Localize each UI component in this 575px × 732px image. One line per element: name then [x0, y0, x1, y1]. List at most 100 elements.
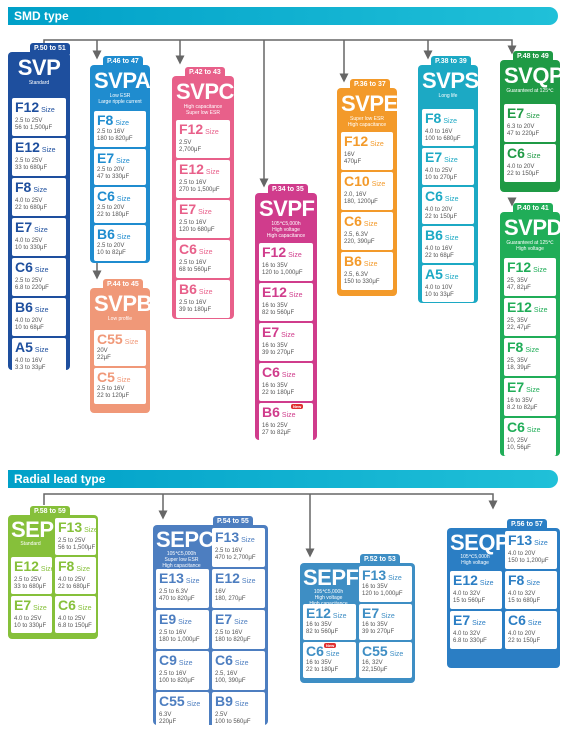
size-card-sepf-c6[interactable]: C6 Size 16 to 35V 22 to 180μF	[303, 642, 356, 678]
size-card-svp-e12[interactable]: E12 Size 2.5 to 25V 33 to 680μF	[12, 138, 66, 176]
size-card-sepc-e7[interactable]: E7 Size 2.5 to 16V 180 to 820μF	[212, 610, 265, 649]
size-card-sepc-c55[interactable]: C55 Size 6.3V 220μF	[156, 692, 209, 731]
size-card-sepc-e9[interactable]: E9 Size 2.5 to 16V 180 to 1,000μF	[156, 610, 209, 649]
size-word: Size	[533, 267, 547, 274]
page-reference-seqp[interactable]: P.56 to 57	[507, 519, 547, 530]
size-card-svp-f12[interactable]: F12 Size 2.5 to 25V 56 to 1,500μF	[12, 98, 66, 136]
size-card-sepf-f13[interactable]: F13 Size 16 to 35V 120 to 1,000μF	[359, 566, 412, 602]
size-card-svpb-c55[interactable]: C55 Size 20V 22μF	[94, 330, 146, 366]
size-card-svpd-e7[interactable]: E7 Size 16 to 35V 8.2 to 82μF	[504, 378, 556, 416]
size-card-sepc-f13[interactable]: F13 Size 2.5 to 16V 470 to 2,700μF	[212, 528, 265, 567]
size-card-svpd-e12[interactable]: E12 Size 25, 35V 22, 47μF	[504, 298, 556, 336]
size-card-sep-f8[interactable]: F8 Size 4.0 to 25V 22 to 680μF	[55, 557, 96, 594]
size-card-svpe-b6[interactable]: B6 Size 2.5, 6.3V 150 to 330μF	[341, 252, 393, 290]
size-code: C55 Size	[159, 693, 201, 709]
size-card-svpf-b6[interactable]: B6 Size 16 to 25V 27 to 82μF	[259, 403, 313, 441]
size-card-svp-c6[interactable]: C6 Size 2.5 to 25V 6.8 to 220μF	[12, 258, 66, 296]
size-word: Size	[84, 527, 98, 534]
page-reference-svpb[interactable]: P.44 to 45	[103, 279, 143, 290]
page-reference-svp[interactable]: P.50 to 51	[30, 43, 70, 54]
size-card-sepc-c9[interactable]: C9 Size 2.5 to 16V 100 to 820μF	[156, 651, 209, 690]
size-card-svpd-f8[interactable]: F8 Size 25, 35V 18, 39μF	[504, 338, 556, 376]
size-card-svpa-c6[interactable]: C6 Size 2.5 to 20V 22 to 180μF	[94, 187, 146, 223]
size-card-svpf-c6[interactable]: C6 Size 16 to 35V 22 to 180μF	[259, 363, 313, 401]
size-word: Size	[124, 339, 139, 346]
family-name-svp: SVP	[17, 55, 61, 80]
size-spec: 25, 35V 47, 82μF	[507, 278, 531, 291]
size-code: C6 Size	[507, 419, 541, 435]
size-card-svps-e7[interactable]: E7 Size 4.0 to 25V 10 to 270μF	[422, 148, 474, 185]
size-card-svps-a5[interactable]: A5 Size 4.0 to 10V 10 to 33μF	[422, 265, 474, 302]
size-card-sep-e12[interactable]: E12 Size 2.5 to 25V 33 to 680μF	[11, 557, 55, 594]
size-spec: 4.0 to 20V 22 to 150μF	[508, 631, 541, 644]
size-spec: 2.0, 16V 180, 1200μF	[344, 192, 378, 205]
page-reference-svpd[interactable]: P.40 to 41	[513, 203, 553, 214]
size-card-svp-f8[interactable]: F8 Size 4.0 to 25V 22 to 680μF	[12, 178, 66, 216]
page-reference-svpf[interactable]: P.34 to 35	[268, 184, 308, 195]
size-card-svpd-f12[interactable]: F12 Size 25, 35V 47, 82μF	[504, 258, 556, 296]
size-card-svpb-c5[interactable]: C5 Size 2.5 to 16V 22 to 120μF	[94, 368, 146, 404]
size-card-seqp-c6[interactable]: C6 Size 4.0 to 20V 22 to 150μF	[505, 611, 557, 649]
size-card-seqp-f13[interactable]: F13 Size 4.0 to 20V 150 to 1,200μF	[505, 531, 557, 569]
size-card-svpe-f12[interactable]: F12 Size 16V 470μF	[341, 132, 393, 170]
family-desc-sep: Standard	[20, 541, 41, 547]
size-card-svpf-e7[interactable]: E7 Size 16 to 35V 39 to 270μF	[259, 323, 313, 361]
size-card-seqp-e12[interactable]: E12 Size 4.0 to 32V 15 to 560μF	[450, 571, 502, 609]
size-card-sep-c6[interactable]: C6 Size 4.0 to 25V 6.8 to 150μF	[55, 596, 96, 633]
size-card-sepc-b9[interactable]: B9 Size 2.5V 100 to 560μF	[212, 692, 265, 731]
size-card-svqp-c6[interactable]: C6 Size 4.0 to 20V 22 to 150μF	[504, 144, 556, 182]
size-word: Size	[389, 651, 404, 658]
family-svpd: P.40 to 41 SVPD Guaranteed at 125℃ High vo…	[500, 203, 562, 456]
page-reference-svpe[interactable]: P.36 to 37	[350, 79, 390, 90]
size-card-svpc-f12[interactable]: F12 Size 2.5V 2,700μF	[176, 120, 230, 158]
size-spec: 2.5 to 20V 22 to 180μF	[97, 205, 130, 218]
size-card-sepf-e7[interactable]: E7 Size 16 to 35V 39 to 270μF	[359, 604, 412, 640]
size-card-seqp-f8[interactable]: F8 Size 4.0 to 32V 15 to 680μF	[505, 571, 557, 609]
size-spec: 2.5 to 25V 56 to 1,500μF	[15, 118, 53, 131]
size-card-sepc-e12[interactable]: E12 Size 16V 180, 270μF	[212, 569, 265, 608]
page-reference-svps[interactable]: P.38 to 39	[431, 56, 471, 67]
size-card-sep-e7[interactable]: E7 Size 4.0 to 25V 10 to 330μF	[11, 596, 52, 633]
size-card-svps-f8[interactable]: F8 Size 4.0 to 16V 100 to 680μF	[422, 109, 474, 146]
page-reference-sepf[interactable]: P.52 to 53	[360, 554, 400, 565]
size-card-svp-b6[interactable]: B6 Size 4.0 to 20V 10 to 68μF	[12, 298, 66, 336]
size-card-svpa-f8[interactable]: F8 Size 2.5 to 16V 180 to 820μF	[94, 111, 146, 147]
size-card-sepc-e13[interactable]: E13 Size 2.5 to 6.3V 470 to 820μF	[156, 569, 209, 608]
size-card-svps-b6[interactable]: B6 Size 4.0 to 16V 22 to 68μF	[422, 226, 474, 263]
size-card-svpe-c10[interactable]: C10 Size 2.0, 16V 180, 1200μF	[341, 172, 393, 210]
size-word: Size	[526, 153, 541, 160]
size-spec: 2.5, 6.3V 220, 390μF	[344, 232, 375, 245]
size-card-svps-c6[interactable]: C6 Size 4.0 to 20V 22 to 150μF	[422, 187, 474, 224]
size-spec: 16 to 35V 82 to 560μF	[306, 622, 339, 635]
size-word: Size	[444, 235, 459, 242]
size-card-svpd-c6[interactable]: C6 Size 10, 25V 10, 56μF	[504, 418, 556, 456]
size-card-sepf-c55[interactable]: C55 Size 16, 32V 22,150μF	[359, 642, 412, 678]
size-card-svpf-e12[interactable]: E12 Size 16 to 35V 82 to 560μF	[259, 283, 313, 321]
page-reference-svpa[interactable]: P.46 to 47	[103, 56, 143, 67]
size-card-svpc-c6[interactable]: C6 Size 2.5 to 16V 68 to 560μF	[176, 240, 230, 278]
page-reference-svqp[interactable]: P.48 to 49	[513, 51, 553, 62]
size-card-svpc-e7[interactable]: E7 Size 2.5 to 16V 120 to 680μF	[176, 200, 230, 238]
size-card-seqp-e7[interactable]: E7 Size 4.0 to 32V 6.8 to 330μF	[450, 611, 502, 649]
size-word: Size	[388, 575, 402, 582]
page-reference-sepc[interactable]: P.54 to 55	[213, 516, 253, 527]
size-code: F13 Size	[508, 532, 548, 548]
size-card-svpe-c6[interactable]: C6 Size 2.5, 6.3V 220, 390μF	[341, 212, 393, 250]
size-card-svpc-b6[interactable]: B6 Size 2.5 to 16V 39 to 180μF	[176, 280, 230, 318]
size-card-svp-e7[interactable]: E7 Size 4.0 to 25V 10 to 330μF	[12, 218, 66, 256]
size-card-svpa-e7[interactable]: E7 Size 2.5 to 20V 47 to 330μF	[94, 149, 146, 185]
page-reference-sep[interactable]: P.58 to 59	[30, 506, 70, 517]
size-card-sepf-e12[interactable]: E12 Size 16 to 35V 82 to 560μF	[303, 604, 356, 640]
size-card-svqp-e7[interactable]: E7 Size 6.3 to 20V 47 to 220μF	[504, 104, 556, 142]
size-card-sep-f13[interactable]: F13 Size 2.5 to 25V 56 to 1,500μF	[55, 518, 98, 555]
page-reference-svpc[interactable]: P.42 to 43	[185, 67, 225, 78]
size-spec: 4.0 to 16V 100 to 680μF	[425, 129, 461, 142]
size-card-svpc-e12[interactable]: E12 Size 2.5 to 16V 270 to 1,500μF	[176, 160, 230, 198]
size-card-svpf-f12[interactable]: F12 Size 16 to 35V 120 to 1,000μF	[259, 243, 313, 281]
size-code: E7 Size	[215, 611, 248, 627]
size-word: Size	[472, 620, 486, 627]
size-card-svp-a5[interactable]: A5 Size 4.0 to 16V 3.3 to 33μF	[12, 338, 66, 376]
size-card-sepc-c6[interactable]: C6 Size 2.5, 16V 100, 390μF	[212, 651, 265, 690]
size-card-svpa-b6[interactable]: B6 Size 2.5 to 20V 10 to 82μF	[94, 225, 146, 261]
size-spec: 2.5 to 25V 56 to 1,500μF	[58, 538, 96, 551]
